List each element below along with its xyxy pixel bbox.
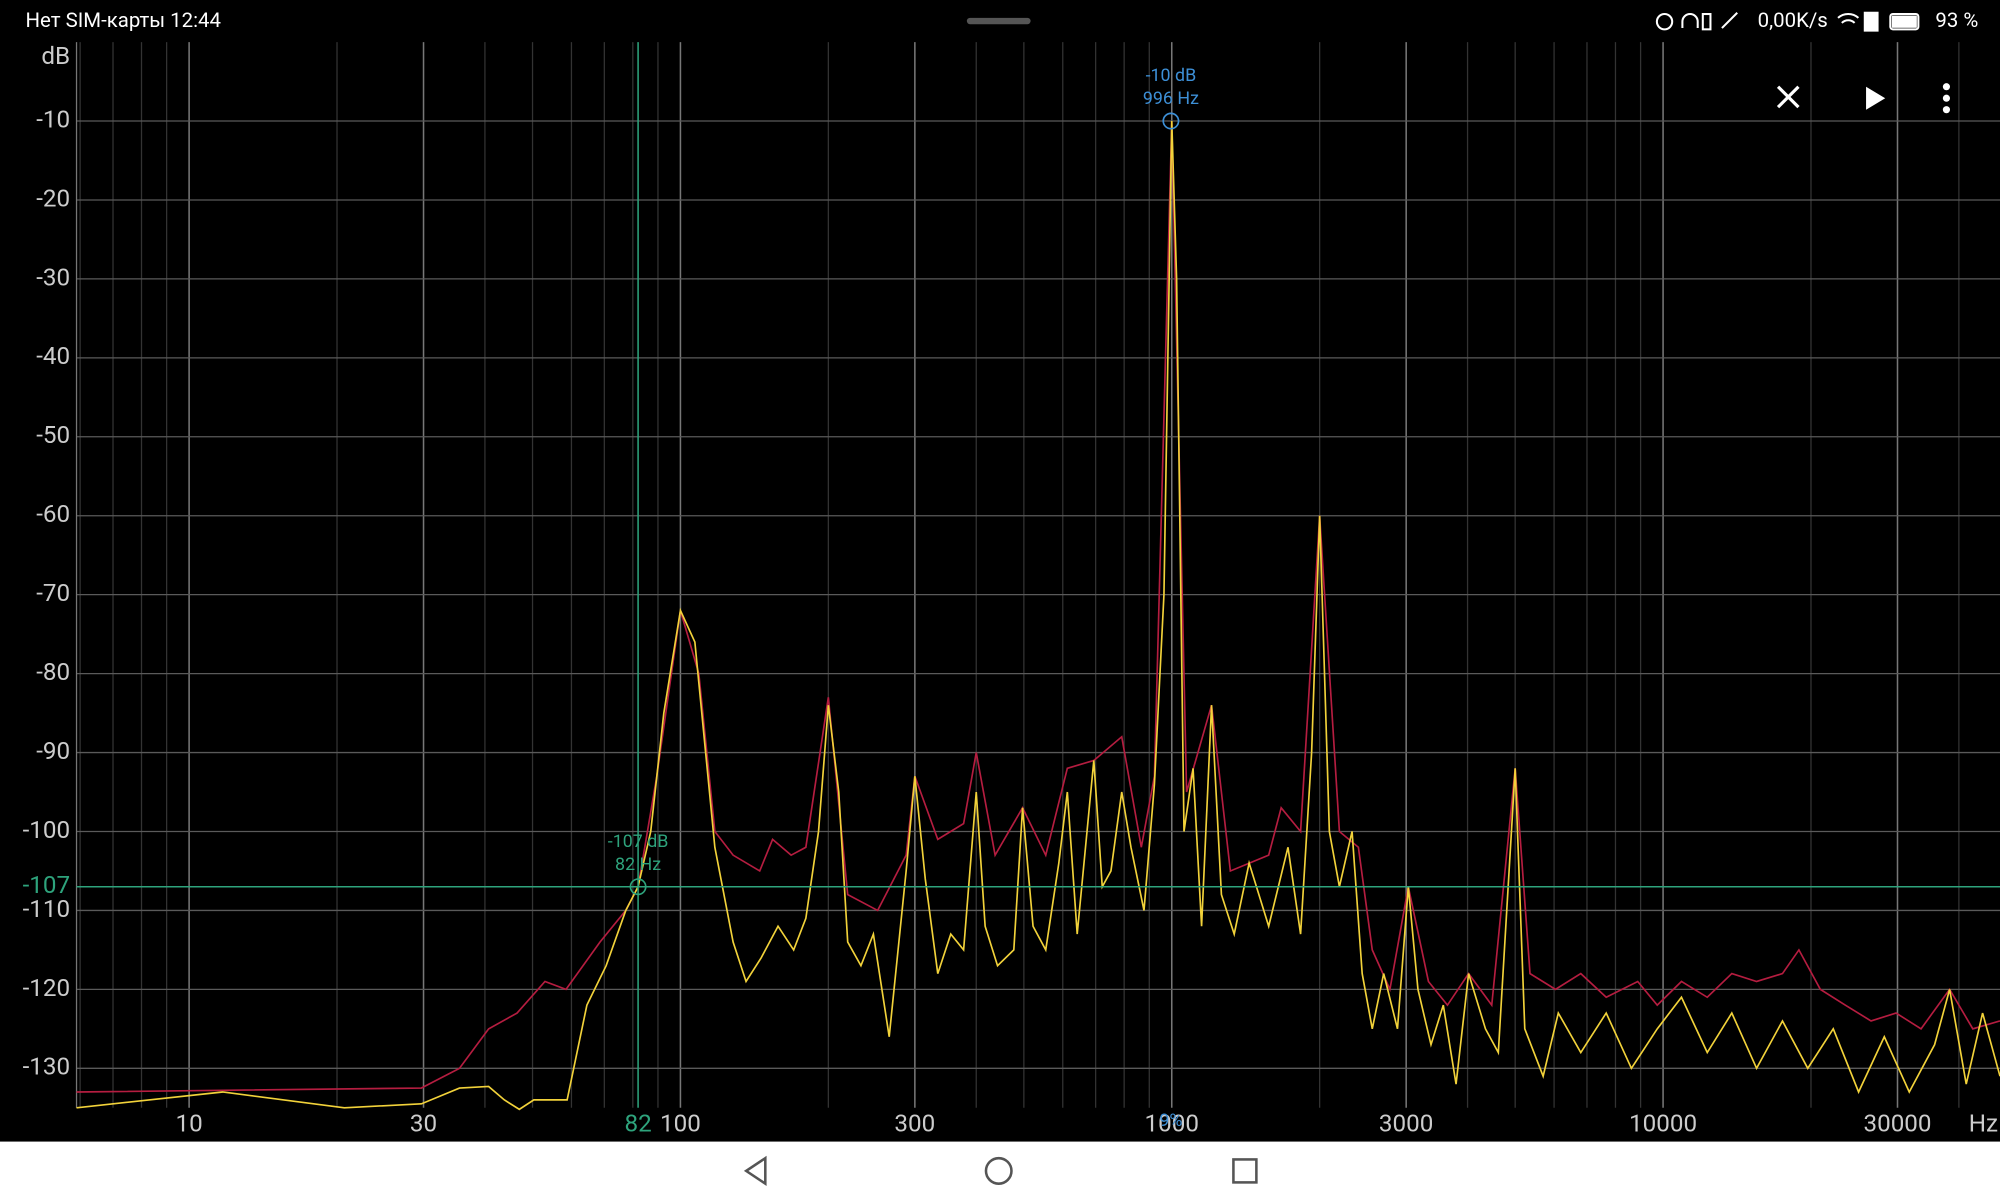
y-tick-label: -70 [36,579,70,607]
x-tick-label: 10 [175,1109,202,1137]
marker-label: 9% [1159,1110,1182,1131]
x-tick-label: 100 [660,1109,701,1137]
y-tick-label: -60 [36,500,70,528]
grid: 10 30 100 300 1000 3000 10000 30000 -10 -20 -30 -40… [23,42,2000,1137]
x-tick-label: 10000 [1629,1109,1697,1137]
cursor-y-label: -107 [23,871,71,899]
cursor-hz-label: 82 Hz [615,854,661,875]
cursor-x-label: 82 [624,1109,651,1137]
nav-recent[interactable] [1232,1158,1258,1184]
net-speed: 0,00K/s [1758,8,1828,32]
y-unit: dB [41,42,70,70]
drag-handle [966,17,1031,25]
y-tick-label: -90 [36,737,70,765]
battery: 93 % [1935,8,1978,32]
cursor-point [1162,112,1180,130]
x-tick-label: 30 [410,1109,437,1137]
x-unit: Hz [1969,1109,1998,1137]
close-button[interactable] [1776,85,1800,109]
spectrum-line [76,121,2000,1093]
x-tick-label: 3000 [1379,1109,1433,1137]
y-tick-label: -10 [36,105,70,133]
status-icons [1655,11,1920,32]
y-tick-label: -110 [23,895,71,923]
cursor-db-label: -10 dB [1146,65,1197,86]
background [0,0,2000,1142]
y-tick-label: -40 [36,342,70,370]
x-tick-label: 1000 [1145,1109,1199,1137]
menu-button[interactable] [1942,83,1950,114]
nav-back[interactable] [743,1155,767,1187]
y-tick-label: -50 [36,421,70,449]
y-tick-label: -30 [36,263,70,291]
status-left: Нет SIM-карты 12:44 [26,8,221,32]
x-tick-label: 30000 [1863,1109,1931,1137]
nav-home[interactable] [984,1156,1013,1185]
y-tick-label: -20 [36,184,70,212]
play-button[interactable] [1866,86,1886,110]
y-tick-label: -80 [36,658,70,686]
y-tick-label: -120 [23,974,71,1002]
spectrum-line [76,121,2000,1111]
x-tick-label: 300 [894,1109,935,1137]
y-tick-label: -100 [23,816,71,844]
y-tick-label: -130 [23,1053,71,1081]
cursor-point [629,878,647,896]
cursor-db-label: -107 dB [608,831,669,852]
cursor-hz-label: 996 Hz [1143,88,1199,109]
nav-bar [0,1141,2000,1200]
